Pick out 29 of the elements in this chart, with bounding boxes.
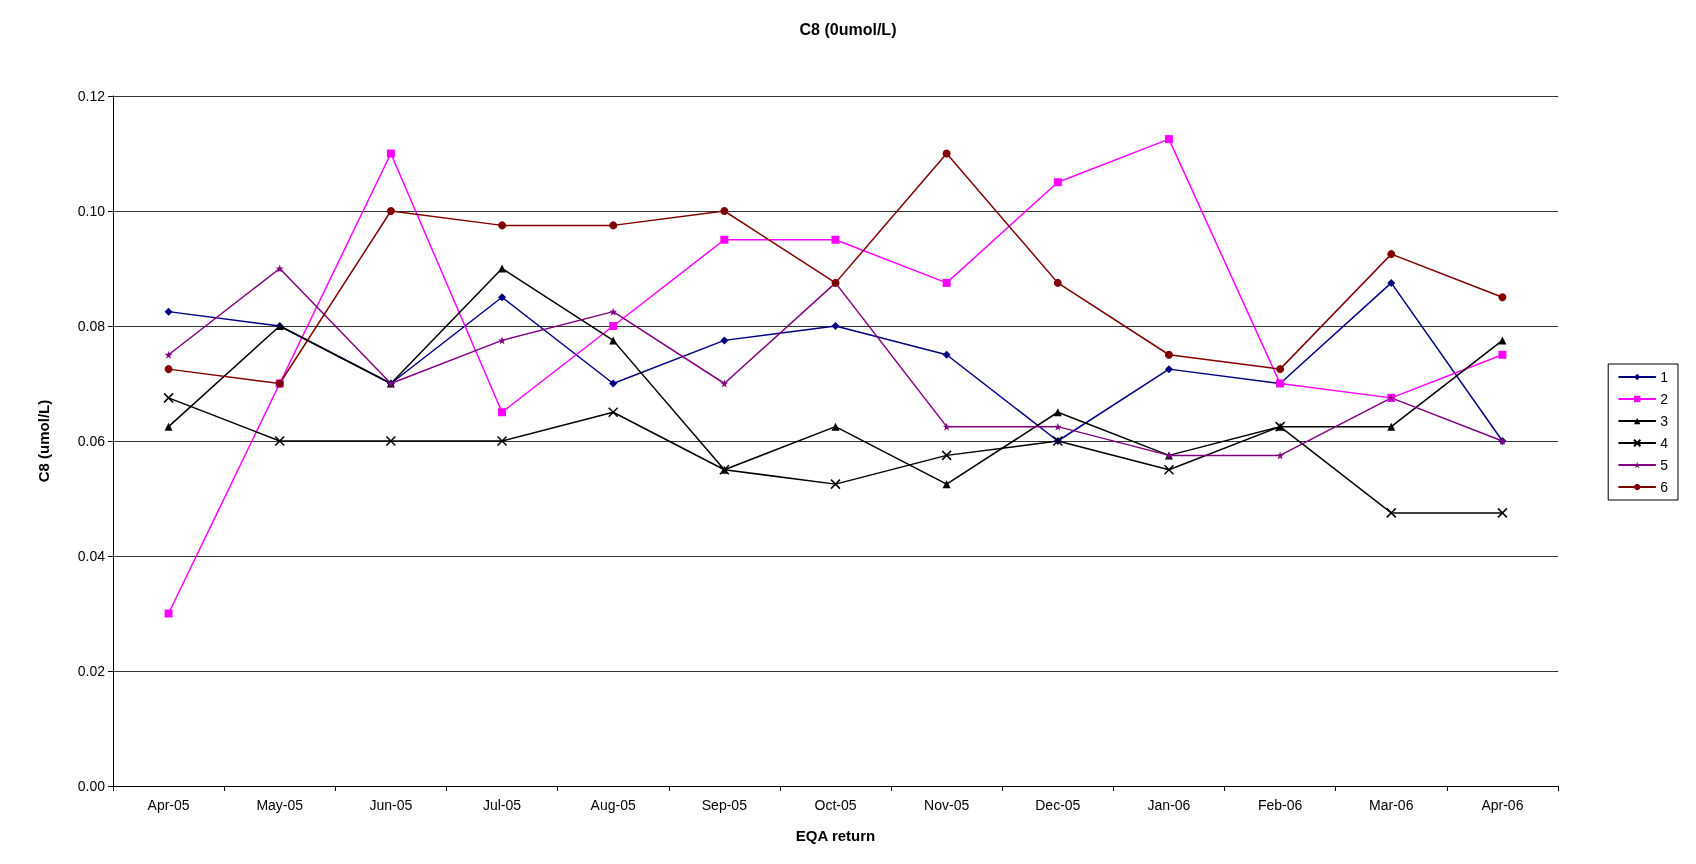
legend-label: 5	[1660, 457, 1669, 473]
x-tick-label: Jan-06	[1147, 797, 1191, 813]
x-tick-label: Feb-06	[1257, 797, 1303, 813]
x-tick-label: Sep-05	[701, 797, 748, 813]
y-tick-label: 0.08	[77, 318, 106, 334]
y-tick-label: 0.00	[77, 778, 106, 794]
x-tick-label: Mar-06	[1369, 797, 1414, 813]
x-tick-label: May-05	[256, 797, 304, 813]
legend-label: 6	[1660, 479, 1669, 495]
x-tick-label: Aug-05	[590, 797, 636, 813]
chart-title: C8 (0umol/L)	[799, 20, 897, 38]
y-tick-label: 0.12	[77, 88, 106, 104]
x-tick-label: Dec-05	[1035, 797, 1081, 813]
y-tick-label: 0.06	[77, 433, 106, 449]
y-tick-label: 0.10	[77, 203, 106, 219]
legend-label: 2	[1660, 391, 1669, 407]
x-tick-label: Jul-05	[482, 797, 522, 813]
legend-label: 1	[1660, 369, 1669, 385]
x-tick-label: Oct-05	[814, 797, 857, 813]
legend-label: 3	[1660, 413, 1669, 429]
x-axis-title: EQA return	[795, 827, 876, 844]
x-tick-label: Nov-05	[924, 797, 970, 813]
x-tick-label: Jun-05	[369, 797, 413, 813]
y-tick-label: 0.02	[77, 663, 106, 679]
legend-label: 4	[1660, 435, 1669, 451]
y-axis-title: C8 (umol/L)	[35, 399, 52, 483]
y-tick-label: 0.04	[77, 548, 106, 564]
x-tick-label: Apr-05	[147, 797, 190, 813]
x-tick-label: Apr-06	[1481, 797, 1524, 813]
